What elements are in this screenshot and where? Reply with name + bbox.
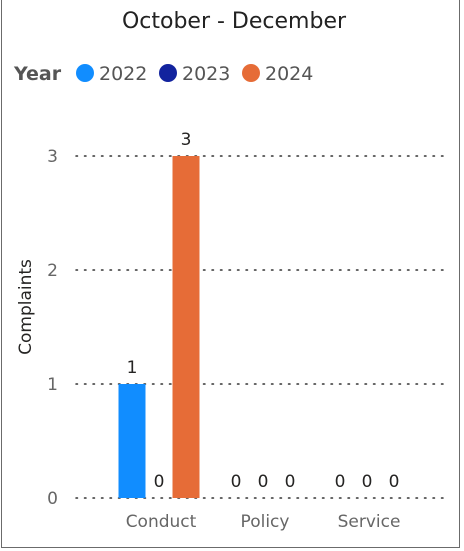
legend-marker-2024 — [242, 64, 260, 82]
legend-title: Year — [13, 63, 62, 85]
data-label-conduct-2024: 3 — [181, 130, 192, 150]
x-tick-policy: Policy — [241, 512, 290, 532]
legend-label-2022: 2022 — [99, 63, 147, 85]
data-label-service-2024: 0 — [389, 472, 400, 492]
legend-label-2023: 2023 — [182, 63, 230, 85]
x-tick-conduct: Conduct — [126, 512, 197, 532]
data-label-policy-2022: 0 — [231, 472, 242, 492]
legend: Year 2022 2023 2024 — [13, 63, 313, 85]
legend-marker-2022 — [76, 64, 94, 82]
data-label-conduct-2023: 0 — [154, 472, 165, 492]
data-label-service-2023: 0 — [362, 472, 373, 492]
bar-conduct-2022 — [118, 384, 146, 498]
data-label-service-2022: 0 — [335, 472, 346, 492]
y-tick-3: 3 — [47, 147, 58, 167]
bar-conduct-2024 — [172, 156, 200, 498]
legend-marker-2023 — [159, 64, 177, 82]
x-axis-ticks: Conduct Policy Service — [126, 512, 401, 532]
data-label-policy-2024: 0 — [285, 472, 296, 492]
y-tick-0: 0 — [47, 489, 58, 509]
data-label-conduct-2022: 1 — [127, 358, 138, 378]
y-tick-2: 2 — [47, 261, 58, 281]
data-label-policy-2023: 0 — [258, 472, 269, 492]
y-axis-ticks: 0 1 2 3 — [47, 147, 58, 509]
legend-label-2024: 2024 — [265, 63, 313, 85]
chart-title: October - December — [122, 9, 347, 34]
bars — [118, 156, 200, 498]
y-axis-label: Complaints — [16, 259, 36, 355]
x-tick-service: Service — [338, 512, 401, 532]
y-tick-1: 1 — [47, 375, 58, 395]
